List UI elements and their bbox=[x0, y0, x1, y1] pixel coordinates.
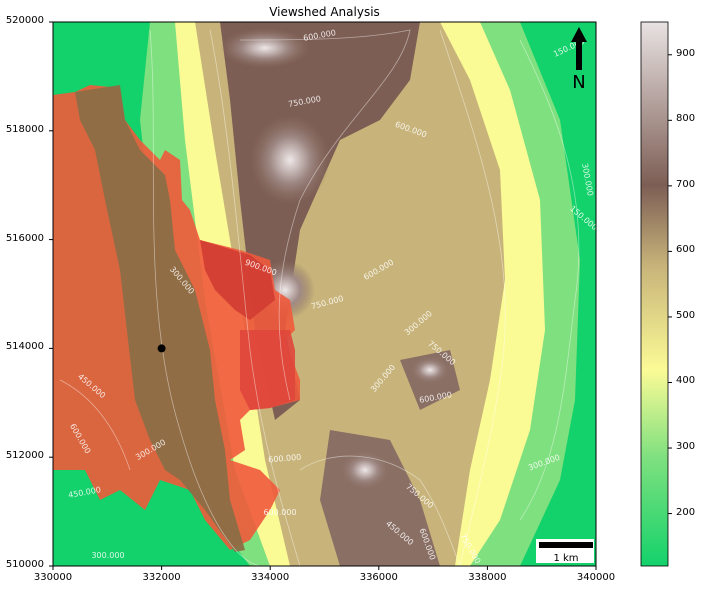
viewshed-slope-area bbox=[200, 240, 275, 320]
y-tick-label: 510000 bbox=[5, 559, 44, 570]
colorbar-tick-label: 500 bbox=[676, 309, 696, 321]
colorbar-tick-label: 800 bbox=[676, 113, 696, 125]
peak-top bbox=[220, 28, 310, 68]
terrain-layer bbox=[53, 22, 596, 566]
contour-label: 600.000 bbox=[263, 508, 296, 517]
x-ticks bbox=[52, 566, 597, 570]
y-tick-label: 512000 bbox=[5, 450, 44, 462]
y-ticks bbox=[49, 21, 53, 567]
peak-east bbox=[410, 356, 450, 384]
x-tick-label: 334000 bbox=[251, 572, 290, 583]
x-tick-label: 336000 bbox=[359, 572, 398, 583]
contour-label: 300.000 bbox=[91, 551, 124, 560]
y-tick-label: 520000 bbox=[5, 15, 44, 26]
scalebar-label: 1 km bbox=[553, 553, 578, 564]
peak-north bbox=[250, 115, 330, 205]
contour-lines bbox=[59, 29, 580, 566]
contour-label: 600.000 bbox=[268, 453, 302, 465]
x-tick-label: 332000 bbox=[142, 572, 181, 583]
y-tick-label: 518000 bbox=[5, 123, 44, 135]
map-frame bbox=[52, 21, 597, 567]
colorbar-tick-label: 200 bbox=[676, 506, 696, 518]
colorbar-tick-label: 400 bbox=[676, 375, 696, 387]
viewshed-slope-area bbox=[240, 330, 295, 410]
x-tick-label: 338000 bbox=[468, 572, 507, 583]
observer-point bbox=[157, 344, 166, 353]
colorbar-tick-label: 300 bbox=[676, 441, 696, 453]
y-tick-label: 514000 bbox=[5, 341, 44, 353]
peak-south bbox=[340, 450, 390, 490]
colorbar bbox=[640, 21, 669, 567]
scalebar bbox=[536, 539, 594, 563]
map-title: Viewshed Analysis bbox=[269, 5, 380, 19]
colorbar-tick-label: 900 bbox=[676, 47, 696, 59]
north-arrow-icon bbox=[571, 27, 587, 70]
x-tick-label: 330000 bbox=[33, 572, 73, 583]
colorbar-ticks bbox=[668, 54, 672, 515]
north-label: N bbox=[572, 72, 585, 93]
y-tick-label: 516000 bbox=[5, 232, 44, 244]
colorbar-tick-label: 700 bbox=[676, 178, 696, 190]
x-tick-label: 340000 bbox=[576, 572, 616, 583]
colorbar-tick-label: 600 bbox=[676, 244, 696, 256]
valley-floor bbox=[75, 85, 245, 552]
